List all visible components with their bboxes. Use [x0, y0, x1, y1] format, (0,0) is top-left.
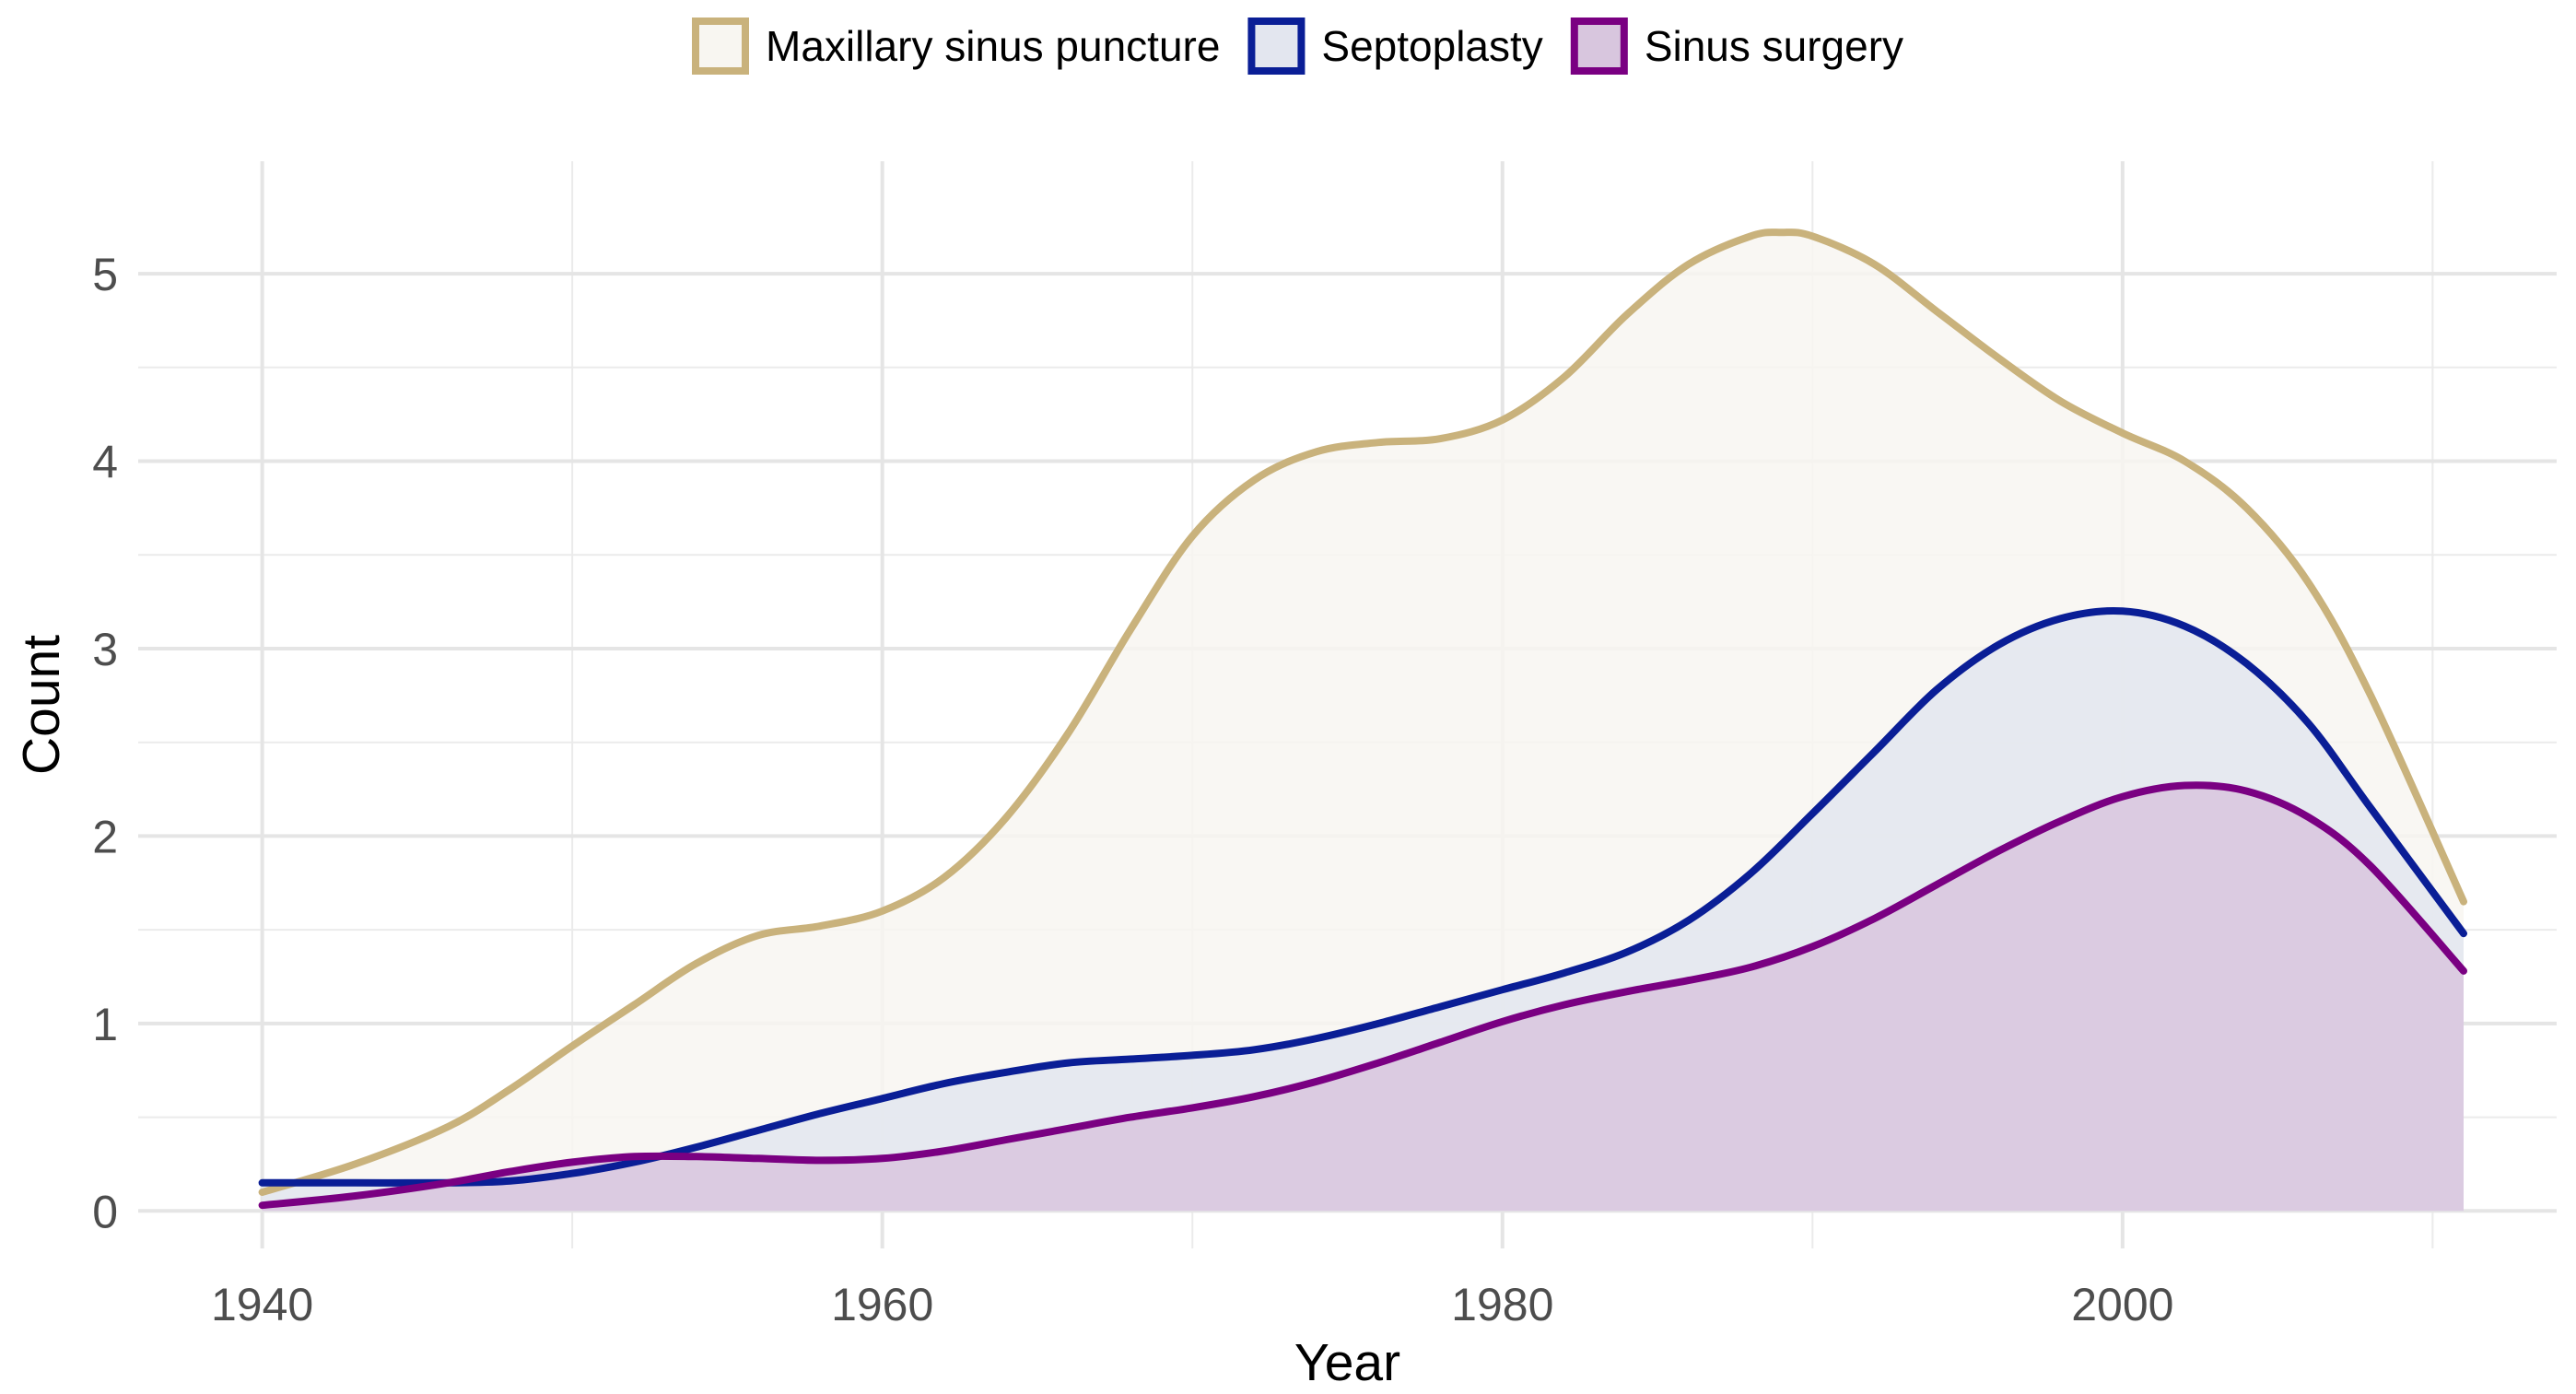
y-tick-label: 2 [92, 811, 118, 862]
y-tick-label: 1 [92, 999, 118, 1050]
legend-key [1247, 18, 1306, 75]
legend-label: Maxillary sinus puncture [766, 22, 1220, 70]
legend-key [692, 18, 749, 75]
x-axis-title: Year [1294, 1333, 1400, 1392]
y-axis-title: Count [12, 635, 71, 775]
x-tick-label: 1940 [211, 1279, 313, 1330]
y-tick-label: 4 [92, 437, 118, 488]
x-tick-label: 2000 [2071, 1279, 2173, 1330]
x-tick-label: 1960 [831, 1279, 933, 1330]
y-tick-label: 0 [92, 1186, 118, 1237]
y-tick-label: 5 [92, 249, 118, 300]
x-axis-ticks: 1940 1960 1980 2000 [211, 1279, 2173, 1330]
legend-label: Sinus surgery [1645, 22, 1903, 70]
legend-item-maxillary-sinus-puncture: Maxillary sinus puncture [692, 18, 1220, 75]
series-areas [262, 232, 2464, 1212]
x-tick-label: 1980 [1451, 1279, 1553, 1330]
legend-item-sinus-surgery: Sinus surgery [1570, 18, 1903, 75]
series-line-maxillary-sinus-puncture [258, 228, 2467, 1196]
y-tick-label: 3 [92, 624, 118, 675]
series-line-sinus-surgery [258, 781, 2467, 1210]
series-area-sinus-surgery [262, 785, 2464, 1212]
legend: Maxillary sinus puncture Septoplasty Sinus… [692, 18, 1903, 75]
series-lines [258, 228, 2467, 1210]
y-axis-ticks: 0 1 2 3 4 5 [92, 249, 118, 1237]
legend-label: Septoplasty [1321, 22, 1542, 70]
legend-item-septoplasty: Septoplasty [1247, 18, 1543, 75]
legend-key [1570, 18, 1628, 75]
